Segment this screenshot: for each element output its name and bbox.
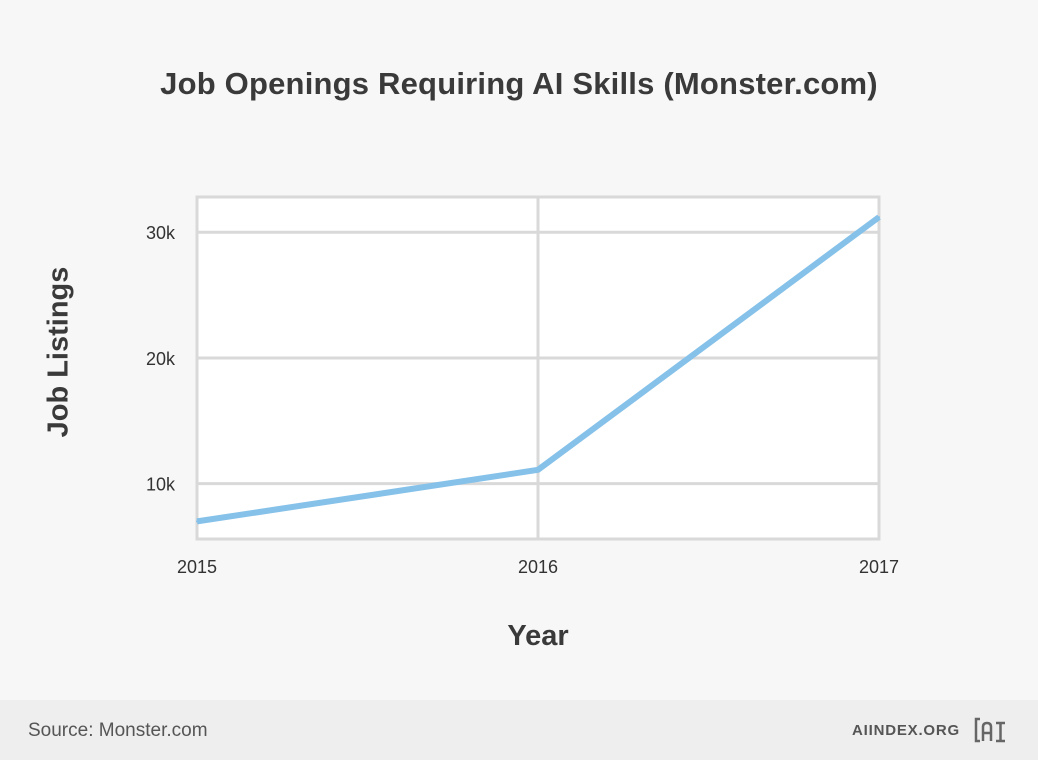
x-axis-title: Year [507,620,569,652]
source-credit: Source: Monster.com [28,720,208,741]
data-point [878,216,880,219]
y-tick-label: 20k [146,349,176,369]
x-tick-label: 2017 [859,557,899,577]
data-point [196,520,198,523]
x-tick-labels: 2015 2016 2017 [177,557,899,577]
chart-title: Job Openings Requiring AI Skills (Monste… [160,66,878,101]
gridlines [197,197,879,539]
x-tick-label: 2016 [518,557,558,577]
x-tick-label: 2015 [177,557,217,577]
y-tick-labels: 10k 20k 30k [146,223,176,494]
data-point [537,468,539,471]
brand-link[interactable]: AIINDEX.ORG [852,722,960,739]
y-tick-label: 30k [146,223,176,243]
footer: Source: Monster.com AIINDEX.ORG [0,700,1038,760]
line-chart: 2015 2016 2017 10k 20k 30k [146,195,899,577]
y-tick-label: 10k [146,475,176,495]
ai-index-logo-icon [974,717,1005,743]
series-layer [196,214,881,525]
